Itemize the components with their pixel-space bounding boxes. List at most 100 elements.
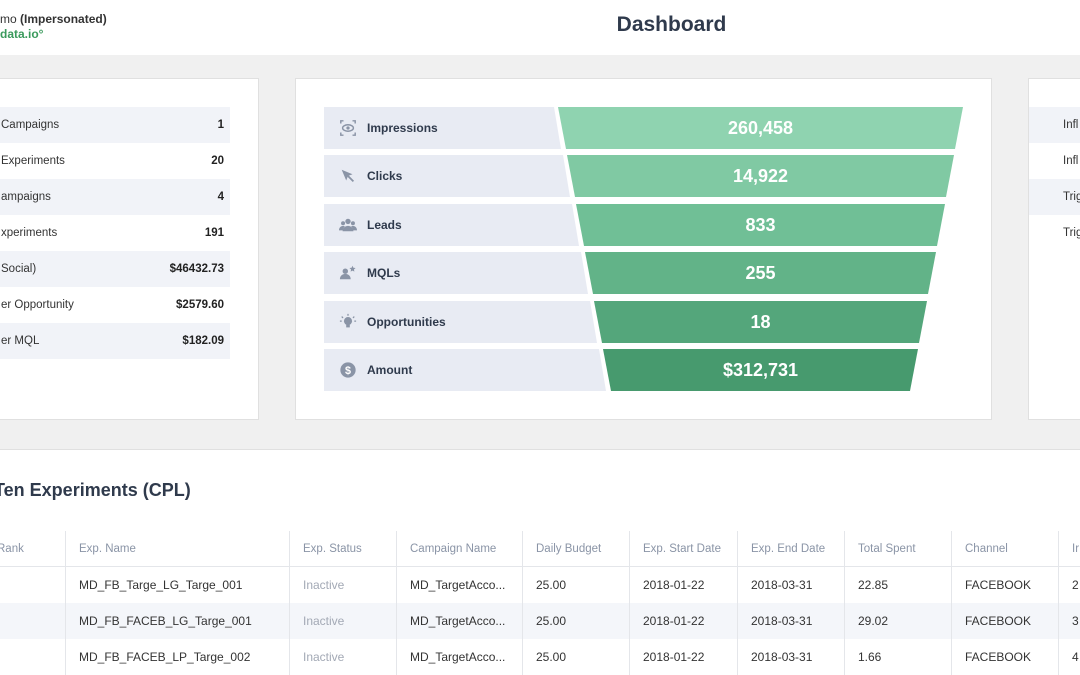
funnel-label-leads: Leads (324, 204, 579, 246)
table-cell: 1.66 (858, 650, 882, 664)
funnel-label-opportunities: Opportunities (324, 301, 597, 343)
summary-stats-card: Campaigns 1 Experiments 20 ampaigns 4 xperimen… (0, 78, 259, 420)
column-divider (65, 531, 66, 675)
stat-row: Experiments 20 (0, 143, 230, 179)
column-header[interactable]: Total Spent (858, 543, 916, 555)
column-header[interactable]: Ir (1072, 543, 1080, 555)
table-cell: FACEBOOK (965, 650, 1032, 664)
stat-value: 4 (217, 191, 224, 203)
column-header[interactable]: Channel (965, 543, 1008, 555)
dollar-icon: $ (338, 360, 358, 380)
stat-value: 191 (204, 227, 224, 239)
column-divider (289, 531, 290, 675)
column-divider (844, 531, 845, 675)
funnel-label-clicks: Clicks (324, 155, 570, 197)
column-header[interactable]: Exp. Name (79, 543, 136, 555)
table-row[interactable]: MD_FB_FACEB_LG_Targe_001 Inactive MD_Targe… (0, 603, 1080, 639)
table-cell: 22.85 (858, 578, 889, 592)
stat-row: xperiments 191 (0, 215, 230, 251)
column-header[interactable]: Exp. End Date (751, 543, 826, 555)
impersonated-user[interactable]: mo (Impersonated) (0, 12, 107, 26)
impersonation-tag: (Impersonated) (20, 12, 107, 26)
table-cell: 4 (1072, 650, 1079, 664)
table-cell: 25.00 (536, 650, 567, 664)
stat-value: $46432.73 (169, 263, 224, 275)
table-cell: MD_FB_FACEB_LP_Targe_002 (79, 650, 251, 664)
stat-value: $2579.60 (176, 299, 224, 311)
column-header[interactable]: Exp. Status (303, 543, 362, 555)
triggers-card: Infl Infl Trig Trig (1028, 78, 1080, 420)
lightbulb-icon (338, 312, 358, 332)
table-title: Ten Experiments (CPL) (0, 480, 191, 500)
funnel-value-impressions: 260,458 (558, 107, 963, 149)
funnel-label-impressions: Impressions (324, 107, 561, 149)
column-divider (951, 531, 952, 675)
funnel-value-clicks: 14,922 (567, 155, 954, 197)
trigger-row: Infl (1029, 107, 1080, 143)
user-star-icon (338, 263, 358, 283)
funnel-value-opportunities: 18 (594, 301, 927, 343)
trigger-row: Trig (1029, 179, 1080, 215)
funnel-value-amount: $312,731 (603, 349, 918, 391)
top-experiments-panel: Ten Experiments (CPL) Rank Exp. Name Exp. … (0, 449, 1080, 675)
cursor-icon (338, 166, 358, 186)
funnel-value-mqls: 255 (585, 252, 936, 294)
stat-label: er MQL (1, 335, 40, 347)
funnel-value-leads: 833 (576, 204, 945, 246)
stat-value: $182.09 (182, 335, 224, 347)
stat-label: ampaigns (1, 191, 51, 203)
table-cell: Inactive (303, 578, 345, 592)
funnel-label-text: Clicks (367, 169, 403, 183)
table-cell: 2 (1072, 578, 1079, 592)
stat-label: er Opportunity (1, 299, 74, 311)
column-divider (737, 531, 738, 675)
stat-label: Social) (1, 263, 37, 275)
column-header[interactable]: Campaign Name (410, 543, 497, 555)
funnel-label-text: Leads (367, 218, 402, 232)
table-cell: MD_FB_Targe_LG_Targe_001 (79, 578, 243, 592)
eye-icon (338, 118, 358, 138)
stat-value: 20 (211, 155, 224, 167)
stat-row: ampaigns 4 (0, 179, 230, 215)
table-cell: MD_FB_FACEB_LG_Targe_001 (79, 614, 252, 628)
table-cell: 2018-01-22 (643, 650, 705, 664)
funnel-label-text: MQLs (367, 266, 401, 280)
table-cell: 2018-03-31 (751, 578, 813, 592)
table-cell: FACEBOOK (965, 578, 1032, 592)
stat-label: Campaigns (1, 119, 60, 131)
table-cell: MD_TargetAcco... (410, 578, 506, 592)
column-divider (522, 531, 523, 675)
table-row[interactable]: MD_FB_FACEB_LP_Targe_002 Inactive MD_Targe… (0, 639, 1080, 675)
stat-row: Campaigns 1 (0, 107, 230, 143)
top-header: mo (Impersonated) data.io° Dashboard (0, 0, 1080, 55)
table-cell: FACEBOOK (965, 614, 1032, 628)
stat-row: er MQL $182.09 (0, 323, 230, 359)
table-cell: 2018-03-31 (751, 650, 813, 664)
trigger-row: Infl (1063, 155, 1079, 167)
user-name: mo (0, 12, 17, 26)
column-divider (1058, 531, 1059, 675)
stat-row: Social) $46432.73 (0, 251, 230, 287)
table-cell: 2018-01-22 (643, 578, 705, 592)
svg-text:$: $ (345, 365, 351, 377)
column-header[interactable]: Rank (0, 543, 24, 555)
table-row[interactable]: MD_FB_Targe_LG_Targe_001 Inactive MD_Targe… (0, 567, 1080, 603)
table-cell: 29.02 (858, 614, 889, 628)
funnel-label-text: Impressions (367, 121, 438, 135)
table-cell: 2018-03-31 (751, 614, 813, 628)
stat-label: xperiments (1, 227, 58, 239)
table-cell: Inactive (303, 650, 345, 664)
stat-label: Experiments (1, 155, 65, 167)
table-cell: 3 (1072, 614, 1079, 628)
table-cell: Inactive (303, 614, 345, 628)
table-cell: MD_TargetAcco... (410, 614, 506, 628)
trigger-row: Trig (1063, 227, 1080, 239)
funnel-label-text: Amount (367, 363, 413, 377)
column-divider (629, 531, 630, 675)
table-cell: 2018-01-22 (643, 614, 705, 628)
column-header[interactable]: Exp. Start Date (643, 543, 721, 555)
funnel-card: Impressions 260,458 Clicks 14,922 Leads 833 MQ… (295, 78, 992, 420)
column-header[interactable]: Daily Budget (536, 543, 602, 555)
table-cell: 25.00 (536, 578, 567, 592)
funnel-label-amount: $ Amount (324, 349, 606, 391)
